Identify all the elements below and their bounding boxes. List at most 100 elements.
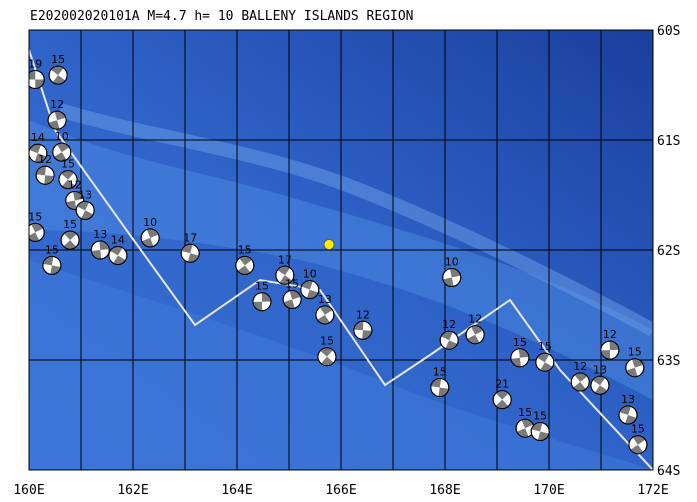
beachball-outline bbox=[625, 358, 645, 378]
beachball-outline bbox=[492, 390, 512, 410]
focal-mechanism bbox=[618, 405, 638, 425]
beachball-outline bbox=[315, 305, 335, 325]
focal-mechanism bbox=[29, 222, 45, 242]
beachball-outline bbox=[60, 230, 80, 250]
beachball-sector bbox=[29, 70, 36, 80]
x-tick-label: 160E bbox=[13, 483, 44, 498]
focal-mechanism bbox=[29, 143, 48, 163]
beachball-sector bbox=[113, 255, 126, 265]
plate-boundary bbox=[29, 49, 653, 470]
focal-mechanism bbox=[52, 142, 72, 162]
depth-label: 15 bbox=[28, 210, 42, 223]
focal-mechanism bbox=[430, 378, 450, 397]
beachball-sector bbox=[44, 175, 55, 185]
focal-mechanism bbox=[29, 70, 45, 89]
beachball-sector bbox=[61, 170, 75, 180]
beachball-sector bbox=[609, 341, 619, 351]
depth-label: 12 bbox=[573, 360, 587, 373]
focal-mechanism bbox=[42, 255, 62, 275]
beachball-outline bbox=[535, 352, 555, 372]
beachball-outline bbox=[52, 142, 72, 162]
beachball-sector bbox=[320, 347, 333, 357]
beachball-outline bbox=[252, 292, 272, 312]
depth-label: 15 bbox=[238, 243, 252, 256]
map-title: E202002020101A M=4.7 h= 10 BALLENY ISLAN… bbox=[30, 9, 414, 24]
beachball-sector bbox=[592, 376, 606, 386]
beachball-outline bbox=[42, 255, 62, 275]
beachball-outline bbox=[29, 70, 45, 89]
x-tick-label: 164E bbox=[221, 483, 252, 498]
beachball-outline bbox=[65, 191, 85, 210]
depth-label: 15 bbox=[538, 340, 552, 353]
depth-label: 14 bbox=[111, 234, 125, 247]
beachball-sector bbox=[353, 321, 364, 331]
beachball-sector bbox=[495, 390, 509, 400]
beachball-sector bbox=[518, 348, 529, 358]
depth-label: 17 bbox=[183, 231, 197, 244]
focal-mechanism bbox=[535, 352, 555, 372]
focal-mechanism bbox=[530, 422, 550, 441]
focal-mechanism bbox=[180, 243, 200, 263]
focal-mechanism bbox=[48, 65, 68, 85]
beachball-sector bbox=[573, 382, 586, 391]
x-tick-label: 166E bbox=[325, 483, 356, 498]
x-tick-label: 168E bbox=[429, 483, 460, 498]
depth-label: 10 bbox=[55, 130, 69, 143]
beachball-sector bbox=[63, 240, 77, 250]
focal-mechanism bbox=[510, 348, 530, 368]
focal-mechanism bbox=[90, 240, 110, 260]
focal-mechanism bbox=[515, 418, 535, 438]
beachball-sector bbox=[56, 143, 70, 153]
beachball-outline bbox=[282, 290, 302, 309]
beachball-sector bbox=[50, 265, 61, 275]
beachball-sector bbox=[77, 201, 90, 211]
depth-label: 15 bbox=[513, 336, 527, 349]
beachball-outline bbox=[108, 246, 128, 265]
beachball-outline bbox=[180, 243, 200, 263]
beachball-sector bbox=[29, 232, 40, 242]
beachball-sector bbox=[277, 266, 291, 276]
beachball-outline bbox=[618, 405, 638, 425]
depth-label: 13 bbox=[93, 228, 107, 241]
beachball-outline bbox=[570, 372, 590, 392]
depth-label: 15 bbox=[320, 335, 334, 348]
depth-label: 13 bbox=[621, 393, 635, 406]
beachball-outline bbox=[47, 110, 67, 130]
depth-label: 12 bbox=[356, 308, 370, 321]
beachball-sector bbox=[81, 210, 94, 220]
beachball-sector bbox=[31, 223, 44, 233]
beachball-outline bbox=[90, 240, 110, 260]
beachball-outline bbox=[600, 340, 620, 360]
beachball-sector bbox=[99, 240, 110, 250]
depth-label: 15 bbox=[51, 53, 65, 66]
focal-mechanism bbox=[442, 268, 462, 287]
beachball-outline bbox=[590, 375, 610, 395]
beachball-sector bbox=[510, 357, 521, 367]
depth-label: 10 bbox=[445, 256, 459, 269]
beachball-sector bbox=[73, 191, 84, 201]
epicenter bbox=[323, 239, 335, 250]
beachball-outline bbox=[465, 325, 485, 345]
beachball-sector bbox=[467, 334, 480, 344]
focal-mechanism bbox=[300, 280, 320, 300]
beachball-sector bbox=[600, 350, 611, 360]
beachball-outline bbox=[317, 347, 337, 367]
focal-mechanism bbox=[628, 435, 648, 455]
beachball-sector bbox=[319, 305, 333, 315]
beachball-sector bbox=[537, 431, 549, 441]
beachball-outline bbox=[29, 222, 45, 242]
beachball-sector bbox=[449, 268, 461, 278]
focal-mechanism bbox=[570, 372, 590, 392]
beachball-sector bbox=[574, 373, 588, 382]
depth-label: 15 bbox=[285, 278, 299, 291]
depth-label: 12 bbox=[442, 318, 456, 331]
focal-mechanism bbox=[275, 265, 295, 285]
beachball-sector bbox=[540, 362, 553, 372]
beachball-sector bbox=[43, 256, 54, 266]
axes: 60S 61S 62S 63S 64S 160E 162E 164E 166E 168E 170E 1… bbox=[13, 24, 680, 498]
beachball-sector bbox=[430, 378, 442, 388]
beachball-sector bbox=[279, 275, 293, 285]
y-tick-label: 61S bbox=[657, 134, 680, 149]
beachball-outline bbox=[58, 170, 78, 190]
